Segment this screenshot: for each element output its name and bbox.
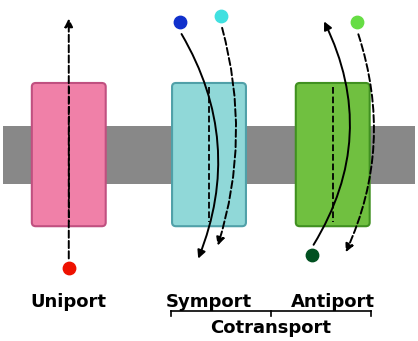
Point <box>309 252 316 257</box>
FancyBboxPatch shape <box>172 83 246 226</box>
Point <box>66 265 72 270</box>
FancyBboxPatch shape <box>32 83 106 226</box>
Text: Antiport: Antiport <box>291 294 375 311</box>
Bar <box>3 125 415 184</box>
Text: Cotransport: Cotransport <box>210 319 331 337</box>
Text: Uniport: Uniport <box>31 294 107 311</box>
Point <box>177 19 184 25</box>
Point <box>218 13 225 18</box>
Text: Symport: Symport <box>166 294 252 311</box>
FancyBboxPatch shape <box>296 83 370 226</box>
Point <box>354 19 361 25</box>
